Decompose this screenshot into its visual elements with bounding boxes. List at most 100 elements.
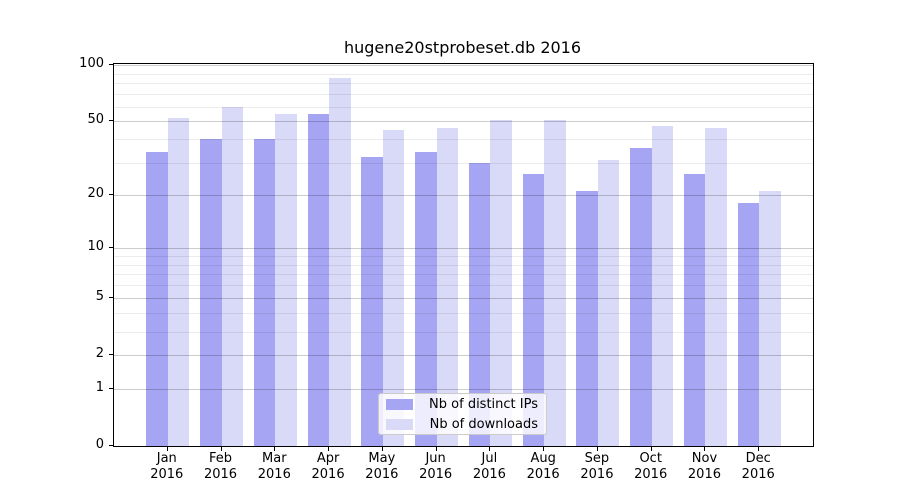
minor-gridline xyxy=(114,313,813,315)
year-label: 2016 xyxy=(580,467,614,482)
minor-gridline xyxy=(114,162,813,164)
month-label: Feb xyxy=(209,451,233,466)
x-tick-mark xyxy=(435,446,437,451)
y-tick-mark xyxy=(109,387,114,389)
bar-downloads-dec xyxy=(759,190,781,446)
major-gridline xyxy=(114,194,813,196)
y-tick-label: 20 xyxy=(87,185,104,201)
month-label: May xyxy=(368,451,396,466)
y-tick-label: 50 xyxy=(87,112,104,128)
minor-gridline xyxy=(114,255,813,257)
major-gridline xyxy=(114,298,813,300)
year-label: 2016 xyxy=(634,467,668,482)
bar-distinct-ips-feb xyxy=(200,139,222,446)
x-tick-label: Jun 2016 xyxy=(408,451,464,483)
month-label: Dec xyxy=(745,451,771,466)
year-label: 2016 xyxy=(311,467,345,482)
x-tick-mark xyxy=(274,446,276,451)
bar-distinct-ips-oct xyxy=(630,147,652,446)
bar-distinct-ips-mar xyxy=(253,139,276,446)
year-label: 2016 xyxy=(419,467,453,482)
bar-distinct-ips-apr xyxy=(307,113,330,446)
year-label: 2016 xyxy=(257,467,291,482)
x-tick-mark xyxy=(220,446,222,451)
minor-gridline xyxy=(114,285,813,287)
x-tick-mark xyxy=(543,446,545,451)
bar-distinct-ips-jul xyxy=(468,162,491,446)
bar-downloads-jan xyxy=(167,118,190,446)
minor-gridline xyxy=(114,106,813,108)
y-tick-label: 0 xyxy=(95,437,104,452)
plot-area xyxy=(113,63,814,447)
month-label: Jan xyxy=(156,451,177,466)
x-tick-mark xyxy=(328,446,330,451)
major-gridline xyxy=(114,121,813,123)
chart-title: hugene20stprobeset.db 2016 xyxy=(343,38,582,57)
month-label: Apr xyxy=(316,451,340,466)
minor-gridline xyxy=(114,264,813,266)
y-tick-mark xyxy=(109,193,114,195)
year-label: 2016 xyxy=(150,467,184,482)
x-tick-label: May 2016 xyxy=(354,451,410,483)
legend-item-downloads: Nb of downloads xyxy=(386,417,538,432)
bar-downloads-jun xyxy=(436,128,459,446)
x-tick-mark xyxy=(758,446,760,451)
bar-downloads-sep xyxy=(597,159,620,446)
legend-label-downloads: Nb of downloads xyxy=(429,416,538,432)
legend-swatch-distinct-ips xyxy=(386,398,413,410)
bar-downloads-feb xyxy=(221,106,244,446)
minor-gridline xyxy=(114,94,813,96)
y-tick-label: 2 xyxy=(95,346,104,362)
y-tick-mark xyxy=(109,120,114,122)
minor-gridline xyxy=(114,274,813,276)
x-tick-label: Oct 2016 xyxy=(623,451,679,483)
minor-gridline xyxy=(114,73,813,75)
month-label: Nov xyxy=(691,451,718,466)
x-tick-mark xyxy=(650,446,652,451)
y-tick-label: 100 xyxy=(79,56,104,71)
legend: Nb of distinct IPs Nb of downloads xyxy=(378,393,547,435)
x-tick-mark xyxy=(166,446,168,451)
bar-downloads-nov xyxy=(705,128,727,446)
major-gridline xyxy=(114,248,813,250)
bar-distinct-ips-jun xyxy=(415,152,437,446)
bar-downloads-jul xyxy=(490,119,512,446)
y-tick-mark xyxy=(109,445,114,446)
year-label: 2016 xyxy=(741,467,775,482)
bar-distinct-ips-dec xyxy=(737,202,760,446)
bar-distinct-ips-jan xyxy=(146,152,168,446)
month-label: Jun xyxy=(425,451,446,466)
x-tick-label: Aug 2016 xyxy=(515,451,571,483)
x-tick-label: Mar 2016 xyxy=(246,451,302,483)
bar-downloads-aug xyxy=(544,119,566,446)
y-tick-label: 5 xyxy=(95,289,104,305)
bar-distinct-ips-sep xyxy=(576,190,598,446)
bar-downloads-mar xyxy=(275,113,297,446)
bar-downloads-oct xyxy=(651,126,674,446)
bar-distinct-ips-aug xyxy=(522,173,545,446)
y-tick-label: 10 xyxy=(87,239,104,255)
major-gridline xyxy=(114,355,813,357)
y-tick-mark xyxy=(109,247,114,249)
x-tick-label: Nov 2016 xyxy=(676,451,732,483)
x-tick-label: Jan 2016 xyxy=(139,451,195,483)
y-tick-mark xyxy=(109,297,114,299)
year-label: 2016 xyxy=(472,467,506,482)
x-tick-label: Apr 2016 xyxy=(300,451,356,483)
month-label: Aug xyxy=(530,451,556,466)
x-tick-mark xyxy=(596,446,598,451)
legend-swatch-downloads xyxy=(386,418,413,430)
year-label: 2016 xyxy=(687,467,721,482)
month-label: Mar xyxy=(262,451,287,466)
minor-gridline xyxy=(114,83,813,85)
x-tick-label: Sep 2016 xyxy=(569,451,625,483)
minor-gridline xyxy=(114,331,813,333)
bar-distinct-ips-may xyxy=(361,157,383,446)
major-gridline xyxy=(114,388,813,390)
minor-gridline xyxy=(114,139,813,141)
y-tick-mark xyxy=(109,64,114,65)
x-tick-mark xyxy=(704,446,706,451)
y-tick-label: 1 xyxy=(95,379,104,395)
legend-item-distinct-ips: Nb of distinct IPs xyxy=(386,397,538,412)
